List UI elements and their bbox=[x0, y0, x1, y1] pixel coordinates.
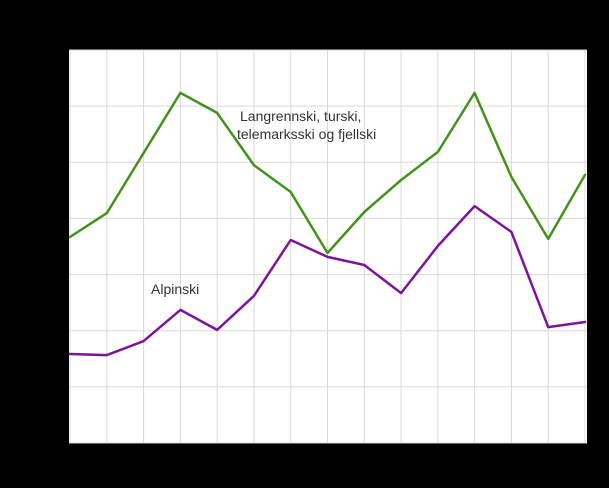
series-label-langrennski-line2: telemarksski og fjellski bbox=[237, 126, 376, 142]
series-label-alpinski: Alpinski bbox=[151, 281, 199, 297]
line-langrennski bbox=[68, 91, 587, 255]
gridlines bbox=[69, 49, 587, 444]
series-label-langrennski-line1: Langrennski, turski, bbox=[240, 108, 361, 124]
line-alpinski bbox=[68, 204, 587, 357]
